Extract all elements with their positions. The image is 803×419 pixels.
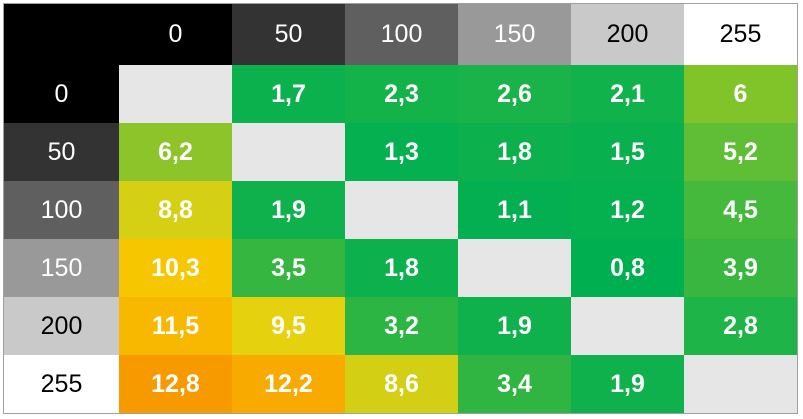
- value-cell: 12,2: [232, 355, 345, 413]
- value-cell: 2,8: [684, 297, 797, 355]
- row-header: 150: [4, 239, 119, 297]
- value-cell: 1,9: [571, 355, 684, 413]
- empty-cell: [232, 123, 345, 181]
- value-cell: 1,9: [458, 297, 571, 355]
- value-cell: 1,5: [571, 123, 684, 181]
- heatmap-table: 0 50 100 150 200 255 0 1,7 2,3 2,6 2,1 6 50 6,2 1,3 1,8…: [3, 3, 798, 414]
- row-header: 100: [4, 181, 119, 239]
- value-cell: 8,8: [119, 181, 232, 239]
- value-cell: 0,8: [571, 239, 684, 297]
- value-cell: 3,2: [345, 297, 458, 355]
- value-cell: 6,2: [119, 123, 232, 181]
- value-cell: 5,2: [684, 123, 797, 181]
- column-header: 150: [458, 4, 571, 65]
- value-cell: 2,3: [345, 65, 458, 123]
- column-header: 255: [684, 4, 797, 65]
- row-header: 0: [4, 65, 119, 123]
- value-cell: 9,5: [232, 297, 345, 355]
- value-cell: 8,6: [345, 355, 458, 413]
- column-header: 100: [345, 4, 458, 65]
- value-cell: 1,7: [232, 65, 345, 123]
- value-cell: 2,1: [571, 65, 684, 123]
- value-cell: 1,8: [458, 123, 571, 181]
- value-cell: 3,5: [232, 239, 345, 297]
- empty-cell: [345, 181, 458, 239]
- value-cell: 11,5: [119, 297, 232, 355]
- corner-cell: [4, 4, 119, 65]
- row-header: 50: [4, 123, 119, 181]
- column-header: 200: [571, 4, 684, 65]
- value-cell: 1,9: [232, 181, 345, 239]
- value-cell: 1,8: [345, 239, 458, 297]
- value-cell: 3,9: [684, 239, 797, 297]
- empty-cell: [119, 65, 232, 123]
- empty-cell: [458, 239, 571, 297]
- value-cell: 1,2: [571, 181, 684, 239]
- value-cell: 3,4: [458, 355, 571, 413]
- value-cell: 10,3: [119, 239, 232, 297]
- value-cell: 12,8: [119, 355, 232, 413]
- empty-cell: [571, 297, 684, 355]
- empty-cell: [684, 355, 797, 413]
- value-cell: 6: [684, 65, 797, 123]
- value-cell: 1,3: [345, 123, 458, 181]
- column-header: 0: [119, 4, 232, 65]
- row-header: 255: [4, 355, 119, 413]
- value-cell: 4,5: [684, 181, 797, 239]
- row-header: 200: [4, 297, 119, 355]
- value-cell: 2,6: [458, 65, 571, 123]
- column-header: 50: [232, 4, 345, 65]
- value-cell: 1,1: [458, 181, 571, 239]
